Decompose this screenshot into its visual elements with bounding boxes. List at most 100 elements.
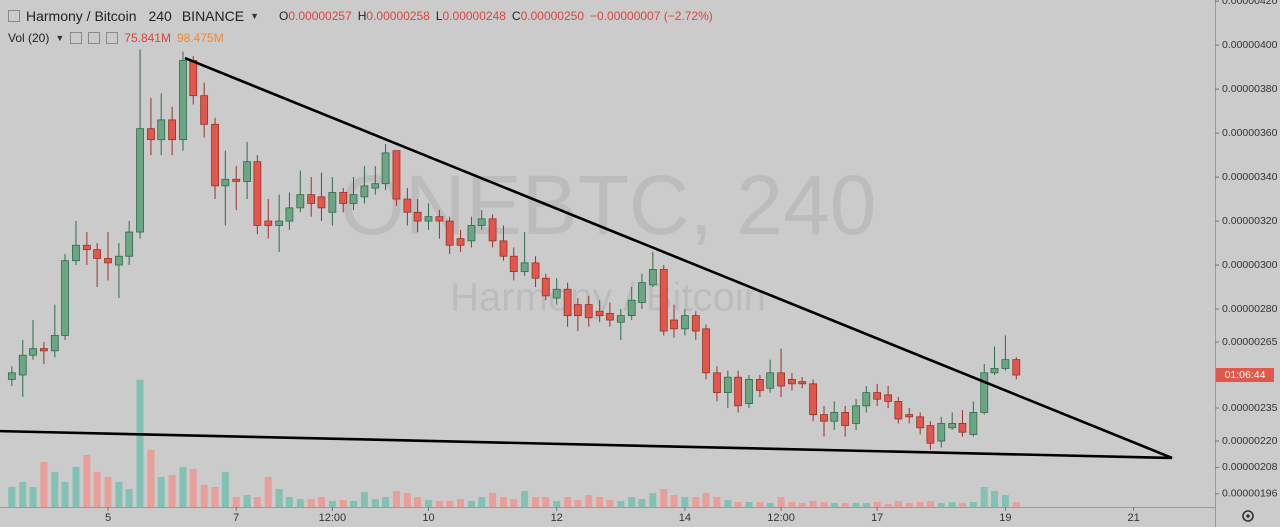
candle-body <box>852 405 860 424</box>
candle-body <box>211 123 219 187</box>
volume-bar <box>104 476 112 507</box>
symbol[interactable]: Harmony / Bitcoin <box>26 8 137 24</box>
chevron[interactable]: ▼ <box>250 11 259 21</box>
candle-body <box>948 423 957 429</box>
volume-bar <box>360 491 368 507</box>
candle-body <box>509 255 518 273</box>
volume-bar <box>670 494 678 507</box>
candle-body <box>670 319 678 330</box>
volume-bar <box>788 501 796 507</box>
volume-bar <box>147 449 155 507</box>
volume-bar <box>414 496 422 507</box>
candle-body <box>520 262 529 273</box>
candle-body <box>606 313 614 321</box>
candle-body <box>541 277 550 297</box>
ohlc-values: O0.00000257 H0.00000258 L0.00000248 C0.0000… <box>279 9 584 23</box>
volume-bar <box>606 499 614 507</box>
candle-body <box>317 196 326 209</box>
candle-body <box>680 315 689 330</box>
volume-bar <box>19 481 27 507</box>
candle-body <box>1012 359 1021 376</box>
settings-icon[interactable] <box>1242 510 1254 522</box>
candle-body <box>82 244 91 251</box>
candle-body <box>445 220 454 246</box>
candle-body <box>894 401 903 420</box>
volume-bar <box>734 501 742 507</box>
volume-bar <box>232 496 240 507</box>
volume-bar <box>83 454 91 507</box>
volume-bar <box>574 499 582 507</box>
y-tick-label: 0.00000235 <box>1222 402 1278 414</box>
volume-bar <box>852 503 860 507</box>
candle-body <box>488 218 497 242</box>
volume-bar <box>937 503 945 507</box>
candle-body <box>755 379 764 391</box>
candle-body <box>745 379 753 405</box>
y-tick-label: 0.00000400 <box>1222 39 1278 51</box>
volume-bar <box>724 499 732 507</box>
candle-body <box>61 260 69 336</box>
settings-button[interactable] <box>88 32 101 44</box>
volume-bar <box>499 496 507 507</box>
candle-body <box>584 304 593 319</box>
volume-bar <box>884 504 892 507</box>
trend-line <box>184 56 1173 460</box>
exchange[interactable]: BINANCE <box>181 8 245 24</box>
candle-body <box>104 258 112 264</box>
volume-bar <box>873 501 881 507</box>
volume-bar <box>93 471 101 507</box>
volume-bar <box>392 490 400 507</box>
gear-ring <box>1242 510 1254 522</box>
volume-bar <box>371 499 379 507</box>
volume-bar <box>617 500 625 507</box>
candle-body <box>499 240 508 257</box>
candle-body <box>7 372 16 380</box>
volume-layer <box>8 379 1020 507</box>
interval[interactable]: 240 <box>148 8 172 24</box>
volume-bar <box>756 501 764 507</box>
axes-layer: 0.00000420 0.00000400 0.00000380 0.00000360… <box>105 0 1278 524</box>
price-tag <box>1216 368 1274 383</box>
candle-body <box>435 216 444 222</box>
candle-body <box>766 372 775 389</box>
volume-bar <box>275 489 283 507</box>
candle-body <box>264 220 273 226</box>
y-tick-label: 0.00000280 <box>1222 303 1278 315</box>
volume-bar <box>478 496 486 507</box>
volume-bar <box>328 500 336 507</box>
ohlc-item: C0.00000250 <box>512 9 584 23</box>
candle-body <box>424 216 433 222</box>
candle-body <box>413 211 422 222</box>
eye-button[interactable] <box>70 32 83 44</box>
candle-body <box>296 194 305 209</box>
chevron[interactable]: ▼ <box>55 33 65 43</box>
candle-body <box>573 304 582 317</box>
volume-bar <box>72 466 80 507</box>
x-tick-label: 10 <box>422 512 434 524</box>
volume-bar <box>40 461 48 507</box>
volume-bar <box>905 503 913 507</box>
volume-bar <box>553 500 561 507</box>
symbol-header: Harmony / Bitcoin 240 BINANCE ▼ O0.00000… <box>8 8 713 24</box>
volume-bar <box>467 500 475 507</box>
volume-bar <box>446 500 454 507</box>
x-tick-label: 7 <box>233 512 239 524</box>
collapse-button[interactable] <box>8 10 20 22</box>
candle-body <box>18 354 27 376</box>
candle-body <box>232 178 241 182</box>
remove-button[interactable] <box>106 32 119 44</box>
candle-body <box>275 220 284 226</box>
volume-bar <box>638 499 646 507</box>
volume-bar <box>980 486 988 507</box>
candle-body <box>734 376 743 407</box>
volume-title[interactable]: Vol (20) <box>8 31 50 45</box>
volume-header: Vol (20) ▼ 75.841M 98.475M <box>8 31 224 45</box>
volume-bar <box>713 496 721 507</box>
candle-body <box>253 161 262 226</box>
candle-body <box>905 414 914 418</box>
volume-bar <box>681 496 689 507</box>
volume-bar <box>457 499 465 507</box>
candle-body <box>307 194 316 204</box>
candle-body <box>392 150 401 200</box>
